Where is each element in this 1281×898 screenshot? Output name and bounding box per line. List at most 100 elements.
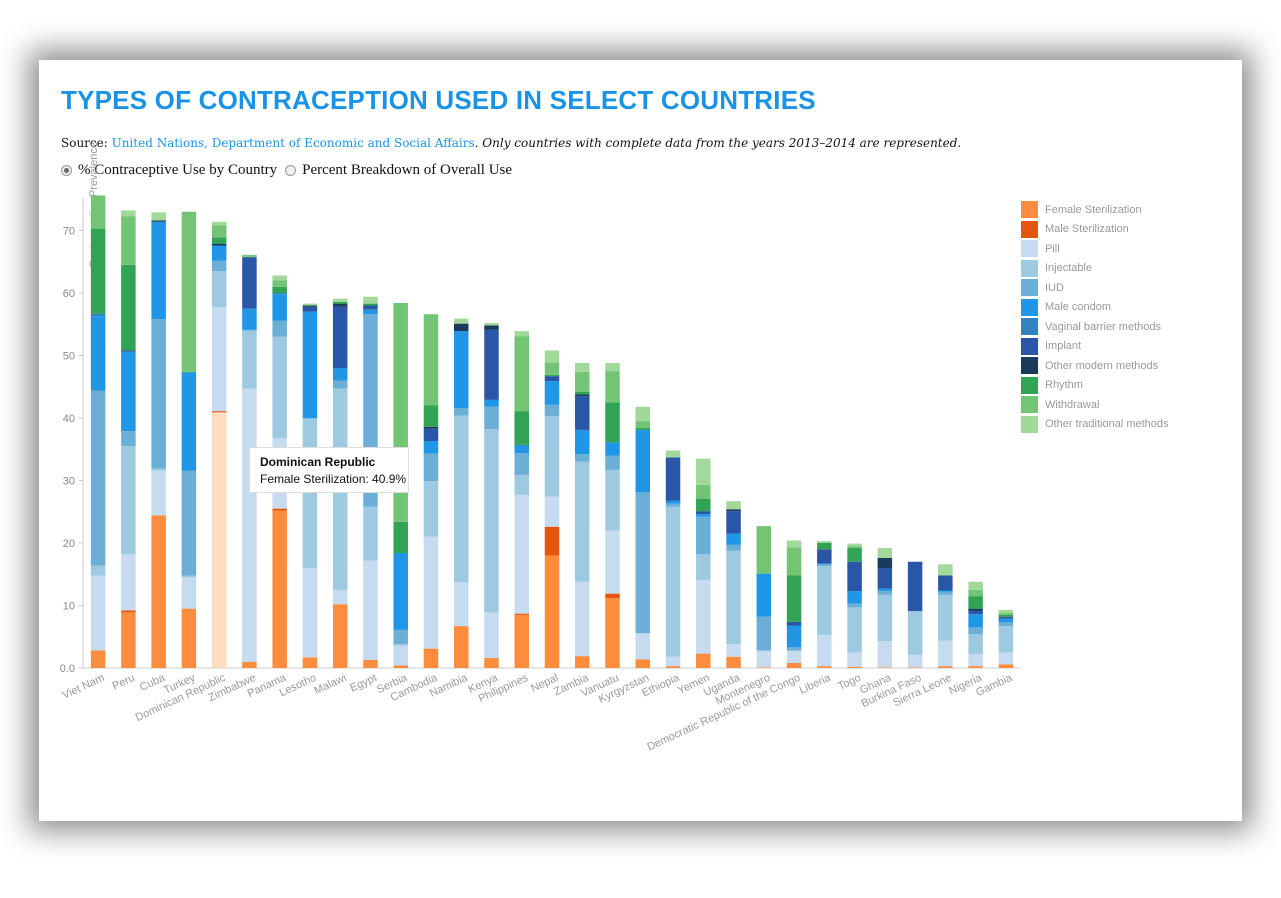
bar-segment[interactable] [968,608,983,611]
bar-segment[interactable] [696,514,711,517]
bar-segment[interactable] [938,594,953,641]
bar-segment[interactable] [363,303,378,306]
bar-segment[interactable] [968,581,983,590]
bar-segment[interactable] [211,307,227,412]
bar-segment[interactable] [514,494,529,614]
bar-segment[interactable] [544,362,560,375]
bar-segment[interactable] [211,225,227,238]
bar-stack[interactable] [605,363,620,668]
bar-segment[interactable] [817,666,832,668]
bar-segment[interactable] [302,311,318,418]
bar-segment[interactable] [786,540,802,548]
bar-segment[interactable] [998,617,1014,619]
bar-segment[interactable] [272,293,287,295]
bar-segment[interactable] [211,412,227,668]
bar-segment[interactable] [121,612,136,668]
bar-segment[interactable] [332,380,348,389]
bar-segment[interactable] [272,275,287,281]
bar-stack[interactable] [907,561,923,668]
bar-segment[interactable] [756,573,772,617]
bar-segment[interactable] [877,594,893,642]
bar-segment[interactable] [272,320,287,337]
bar-segment[interactable] [272,508,287,511]
bar-segment[interactable] [605,442,620,456]
bar-segment[interactable] [453,323,469,332]
bar-segment[interactable] [242,661,257,668]
bar-segment[interactable] [393,644,408,646]
legend-item[interactable]: Implant [1021,337,1169,357]
bar-segment[interactable] [817,563,832,565]
bar-segment[interactable] [423,428,439,442]
bar-segment[interactable] [544,555,560,669]
bar-segment[interactable] [302,418,318,419]
bar-segment[interactable] [484,325,499,330]
bar-segment[interactable] [907,654,923,668]
bar-segment[interactable] [211,243,227,246]
bar-segment[interactable] [363,310,378,315]
bar-segment[interactable] [90,390,106,566]
bar-stack[interactable] [453,318,469,668]
bar-segment[interactable] [877,568,893,589]
bar-segment[interactable] [242,257,257,309]
bar-stack[interactable] [696,458,711,668]
bar-segment[interactable] [453,415,469,583]
bar-segment[interactable] [605,593,620,598]
bar-segment[interactable] [605,530,620,594]
bar-segment[interactable] [817,566,832,635]
bar-segment[interactable] [938,591,953,595]
bar-segment[interactable] [756,650,772,668]
bar-segment[interactable] [665,500,681,504]
bar-stack[interactable] [786,540,802,669]
bar-segment[interactable] [817,634,832,667]
bar-segment[interactable] [786,647,802,651]
bar-stack[interactable] [121,210,136,669]
bar-segment[interactable] [575,371,590,392]
bar-segment[interactable] [696,498,711,512]
bar-segment[interactable] [121,610,136,613]
bar-segment[interactable] [696,579,711,654]
bar-segment[interactable] [907,667,923,668]
bar-segment[interactable] [817,541,832,543]
bar-segment[interactable] [635,421,651,428]
bar-segment[interactable] [363,296,378,304]
bar-segment[interactable] [544,416,560,497]
bar-segment[interactable] [423,453,439,482]
bar-segment[interactable] [90,316,106,391]
bar-segment[interactable] [484,323,499,326]
bar-segment[interactable] [756,667,772,668]
bar-segment[interactable] [635,429,651,493]
bar-segment[interactable] [181,372,197,471]
bar-segment[interactable] [907,561,923,612]
bar-segment[interactable] [665,666,681,668]
bar-segment[interactable] [786,575,802,622]
legend-item[interactable]: Other modern methods [1021,356,1169,376]
bar-segment[interactable] [968,634,983,655]
bar-segment[interactable] [423,481,439,537]
bar-segment[interactable] [696,484,711,499]
bar-segment[interactable] [90,575,106,651]
bar-segment[interactable] [90,195,106,229]
legend-item[interactable]: Vaginal barrier methods [1021,317,1169,337]
bar-segment[interactable] [393,629,408,645]
bar-segment[interactable] [665,656,681,667]
bar-segment[interactable] [302,306,318,312]
bar-segment[interactable] [665,457,681,501]
bar-segment[interactable] [544,350,560,363]
bar-segment[interactable] [514,411,529,445]
bar-segment[interactable] [665,506,681,657]
bar-segment[interactable] [938,590,953,592]
bar-segment[interactable] [514,613,529,615]
bar-segment[interactable] [151,470,166,516]
bar-segment[interactable] [453,626,469,668]
bar-segment[interactable] [726,509,741,512]
bar-segment[interactable] [696,511,711,515]
bar-segment[interactable] [181,575,197,578]
legend-item[interactable]: Female Sterilization [1021,200,1169,220]
bar-segment[interactable] [998,622,1014,627]
bar-segment[interactable] [575,429,590,455]
bar-segment[interactable] [423,536,439,649]
bar-segment[interactable] [90,565,106,576]
bar-segment[interactable] [635,659,651,668]
legend-item[interactable]: Male Sterilization [1021,220,1169,240]
bar-segment[interactable] [847,666,862,668]
